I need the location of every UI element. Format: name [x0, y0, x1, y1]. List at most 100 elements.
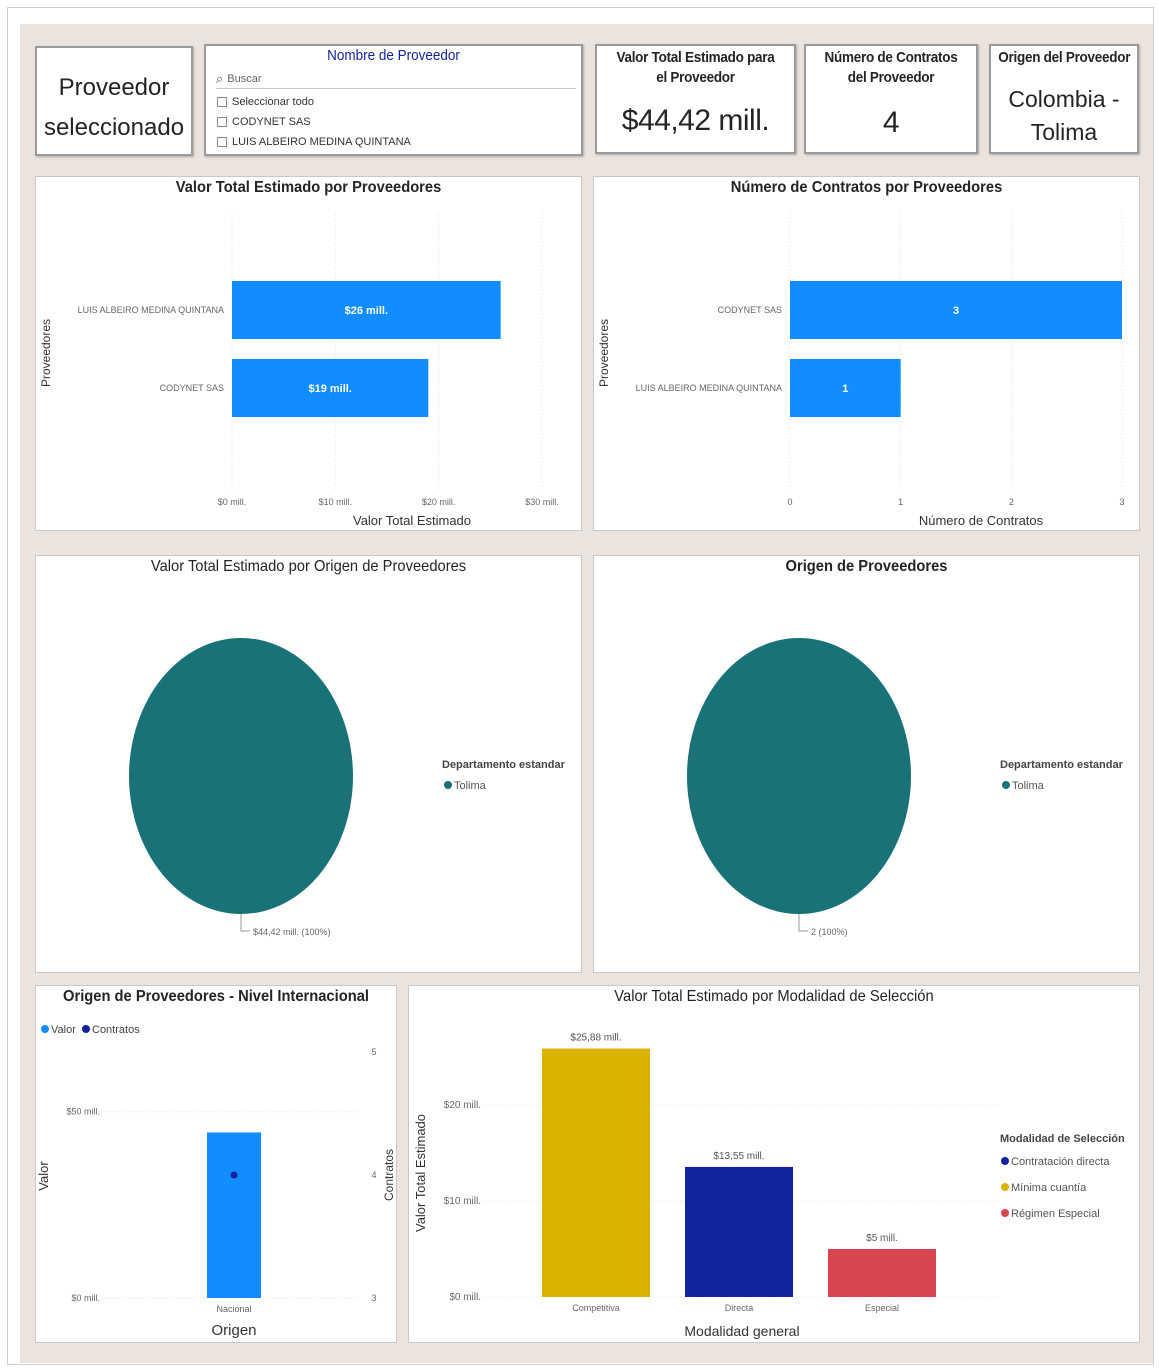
legend-label: Tolima — [454, 780, 487, 792]
selected-provider-card: Proveedor seleccionado — [35, 46, 193, 156]
y-tick-label: $10 mill. — [444, 1196, 481, 1207]
chart-value-by-provider-plot: $0 mill. $10 mill. $20 mill. $30 mill. LUIS … — [39, 212, 559, 528]
bar — [790, 359, 901, 417]
y-tick-label: $0 mill. — [71, 1293, 100, 1303]
chart-title: Origen de Proveedores - Nivel Internacio… — [63, 988, 369, 1005]
provider-slicer: Nombre de Proveedor ⌕ Buscar Seleccionar… — [204, 44, 583, 156]
data-label: $25,88 mill. — [570, 1033, 621, 1044]
slicer-item-label: Seleccionar todo — [232, 96, 314, 108]
x-tick-label: 3 — [1119, 497, 1124, 507]
chart-title: Valor Total Estimado por Proveedores — [175, 179, 442, 196]
x-tick-label: 2 — [1009, 497, 1014, 507]
y-axis-title: Valor — [36, 1161, 51, 1191]
category-label: LUIS ALBEIRO MEDINA QUINTANA — [636, 383, 782, 393]
slicer-item-select-all[interactable]: Seleccionar todo — [217, 96, 314, 108]
data-label: 2 (100%) — [811, 927, 848, 937]
kpi-title: Origen del Proveedor — [998, 49, 1131, 66]
search-icon: ⌕ — [216, 71, 224, 86]
kpi-contract-count: Número de Contratos del Proveedor 4 — [804, 44, 978, 154]
legend-label: Valor — [51, 1024, 76, 1036]
search-placeholder: Buscar — [227, 73, 262, 85]
kpi-value: $44,42 mill. — [621, 104, 770, 137]
y2-axis-title: Contratos — [382, 1149, 396, 1201]
slicer-item-codynet[interactable]: CODYNET SAS — [217, 116, 311, 128]
x-tick-label: 1 — [898, 497, 903, 507]
kpi-value-line2: Tolima — [1030, 119, 1098, 145]
kpi-value: 4 — [882, 106, 900, 139]
slicer-item-luis[interactable]: LUIS ALBEIRO MEDINA QUINTANA — [217, 136, 411, 148]
chart-contracts-by-provider-plot: 0 1 2 3 CODYNET SAS 3 LUIS ALBEIRO MEDINA QUIN… — [597, 212, 1125, 528]
chart-international-origin-plot: $0 mill. $50 mill. 3 4 5 Nacional Origen Valor C… — [36, 1024, 396, 1339]
legend-title: Departamento estandar — [1000, 759, 1124, 771]
chart-value-by-origin: Valor Total Estimado por Origen de Prove… — [35, 555, 582, 973]
legend-marker — [41, 1025, 49, 1033]
chart-provider-origin-plot: 2 (100%) Departamento estandar Tolima — [687, 638, 1124, 937]
category-label: CODYNET SAS — [160, 383, 224, 393]
legend-marker — [82, 1025, 90, 1033]
data-label: 1 — [842, 383, 848, 395]
x-tick-label: $10 mill. — [319, 497, 353, 507]
legend-label: Mínima cuantía — [1011, 1182, 1087, 1194]
slicer-item-label: LUIS ALBEIRO MEDINA QUINTANA — [232, 136, 411, 148]
legend-title: Modalidad de Selección — [1000, 1133, 1125, 1145]
x-tick-label: Directa — [725, 1303, 754, 1313]
data-label: 3 — [953, 305, 959, 317]
y-tick-label: $50 mill. — [66, 1107, 100, 1117]
bar — [232, 281, 501, 339]
slicer-title: Nombre de Proveedor — [327, 47, 460, 64]
chart-title: Número de Contratos por Proveedores — [730, 179, 1003, 196]
legend-label: Tolima — [1012, 780, 1045, 792]
x-tick-label: Especial — [865, 1303, 899, 1313]
bar — [828, 1249, 936, 1297]
line-point — [230, 1171, 238, 1179]
pie-slice — [129, 638, 353, 914]
data-label: $5 mill. — [866, 1233, 898, 1244]
checkbox[interactable] — [217, 137, 227, 147]
category-label: LUIS ALBEIRO MEDINA QUINTANA — [78, 305, 224, 315]
data-label: $19 mill. — [308, 383, 351, 395]
legend-marker — [1001, 1183, 1009, 1191]
x-axis-title: Valor Total Estimado — [353, 513, 471, 528]
bar — [542, 1048, 650, 1297]
x-tick-label: 0 — [787, 497, 792, 507]
x-tick-label: Nacional — [216, 1304, 251, 1314]
x-axis-title: Modalidad general — [684, 1323, 799, 1339]
legend-marker — [1002, 781, 1010, 789]
y-tick-label: $20 mill. — [444, 1100, 481, 1111]
y-axis-title: Valor Total Estimado — [413, 1114, 428, 1232]
legend-label: Contratación directa — [1011, 1156, 1110, 1168]
y2-tick-label: 4 — [371, 1170, 376, 1180]
legend-label: Régimen Especial — [1011, 1208, 1100, 1220]
legend-label: Contratos — [92, 1024, 140, 1036]
legend-title: Departamento estandar — [442, 759, 566, 771]
chart-contracts-by-provider: Número de Contratos por Proveedores 0 1 2 3… — [593, 176, 1140, 531]
data-label: $13,55 mill. — [713, 1151, 764, 1162]
selected-provider-line1: Proveedor — [58, 74, 170, 101]
bar — [790, 281, 1122, 339]
chart-value-by-origin-plot: $44,42 mill. (100%) Departamento estandar… — [129, 638, 566, 937]
x-tick-label: $0 mill. — [218, 497, 247, 507]
chart-provider-origin: Origen de Proveedores 2 (100%) Departamen… — [593, 555, 1140, 973]
checkbox[interactable] — [217, 97, 227, 107]
kpi-provider-origin: Origen del Proveedor Colombia - Tolima — [989, 44, 1139, 154]
kpi-title: Número de Contratos del Proveedor — [824, 49, 958, 86]
category-label: CODYNET SAS — [718, 305, 782, 315]
x-tick-label: $30 mill. — [525, 497, 559, 507]
data-label: $44,42 mill. (100%) — [253, 927, 331, 937]
data-label: $26 mill. — [345, 305, 388, 317]
y-axis-title: Proveedores — [39, 319, 53, 387]
checkbox[interactable] — [217, 117, 227, 127]
chart-title: Origen de Proveedores — [785, 558, 948, 575]
selected-provider-line2: seleccionado — [43, 114, 185, 141]
slicer-item-label: CODYNET SAS — [232, 116, 311, 128]
bar — [207, 1132, 261, 1298]
y2-tick-label: 5 — [371, 1047, 376, 1057]
x-tick-label: Competitiva — [572, 1303, 620, 1313]
x-axis-title: Origen — [211, 1322, 256, 1339]
legend-marker — [444, 781, 452, 789]
x-tick-label: $20 mill. — [422, 497, 456, 507]
chart-international-origin: Origen de Proveedores - Nivel Internacio… — [35, 985, 397, 1343]
kpi-value-line1: Colombia - — [1008, 86, 1120, 112]
slicer-search[interactable]: ⌕ Buscar — [216, 70, 576, 89]
leader-line — [798, 914, 808, 932]
